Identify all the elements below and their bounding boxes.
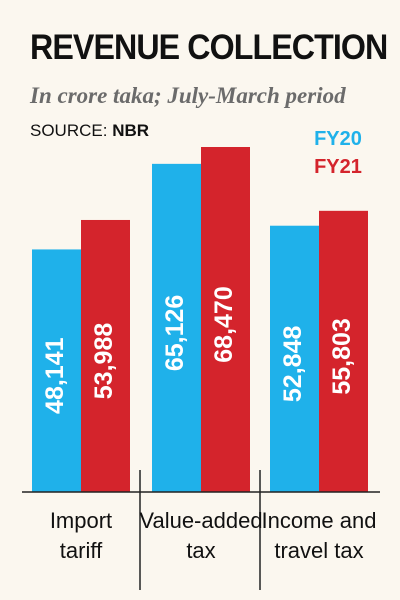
bar-fy20-1 [152,163,201,492]
source-line: SOURCE: NBR [30,121,149,141]
bar-fy20-0 [32,249,81,492]
source-label: SOURCE: [30,121,108,140]
category-label-2-1: travel tax [274,538,363,563]
chart-title: REVENUE COLLECTION [30,28,388,67]
value-label-fy21-1: 68,470 [210,286,238,362]
bar-fy21-1 [201,147,250,492]
value-label-fy21-2: 55,803 [328,318,356,394]
value-label-fy20-0: 48,141 [41,337,69,414]
category-label-0-0: Import [50,508,112,533]
chart-subtitle: In crore taka; July-March period [30,83,346,108]
bar-fy21-0 [81,219,130,492]
value-label-fy20-2: 52,848 [279,326,307,403]
category-label-1-1: tax [186,538,215,563]
category-label-0-1: tariff [60,538,103,563]
value-label-fy21-0: 53,988 [90,323,118,400]
bar-fy20-2 [270,225,319,493]
category-label-1-0: Value-added [139,508,262,533]
value-label-fy20-1: 65,126 [161,295,189,371]
bar-fy21-2 [319,210,368,492]
source-value: NBR [112,121,150,140]
legend-fy21: FY21 [314,156,362,178]
category-label-2-0: Income and [262,508,377,533]
legend-fy20: FY20 [314,128,362,150]
